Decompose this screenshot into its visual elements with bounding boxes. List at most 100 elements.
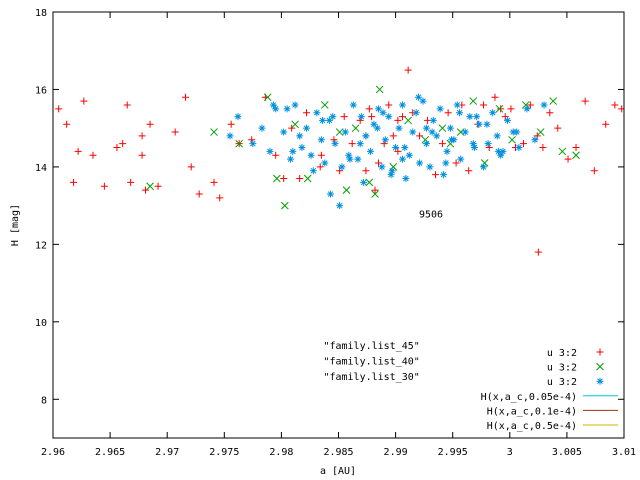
data-point xyxy=(263,93,272,102)
data-point xyxy=(438,124,447,133)
data-point xyxy=(374,159,382,167)
data-point xyxy=(321,159,329,167)
x-tick-label: 3.01 xyxy=(612,447,636,458)
data-point xyxy=(489,109,497,117)
data-point xyxy=(504,116,512,124)
data-point xyxy=(100,182,108,190)
data-point xyxy=(523,105,531,113)
data-point xyxy=(429,116,437,124)
data-point xyxy=(480,101,488,109)
data-point xyxy=(187,163,195,171)
data-point xyxy=(404,66,412,74)
data-point xyxy=(398,155,406,163)
data-point xyxy=(456,109,464,117)
data-point xyxy=(113,144,121,152)
data-point xyxy=(546,109,554,117)
data-point xyxy=(354,155,362,163)
data-point xyxy=(480,163,488,171)
data-point xyxy=(357,113,365,121)
data-point xyxy=(395,124,403,132)
data-point xyxy=(499,147,507,155)
data-point xyxy=(394,147,402,155)
data-point xyxy=(340,113,348,121)
data-point xyxy=(457,155,465,163)
data-point xyxy=(316,163,324,171)
data-point xyxy=(210,128,218,136)
y-axis-label: H [mag] xyxy=(10,204,21,246)
data-point xyxy=(426,163,434,171)
data-point xyxy=(442,159,450,167)
data-point xyxy=(618,105,624,113)
data-point xyxy=(469,97,478,105)
data-point xyxy=(494,147,502,155)
data-point xyxy=(388,167,396,175)
annotation-2: "family.list_40" xyxy=(323,356,419,367)
data-point xyxy=(70,178,78,186)
data-point xyxy=(288,124,296,132)
y-tick-label: 10 xyxy=(35,318,47,329)
data-point xyxy=(227,120,235,128)
legend-label: u 3:2 xyxy=(547,348,577,359)
data-point xyxy=(484,140,492,148)
data-point xyxy=(362,167,370,175)
data-point xyxy=(572,144,580,152)
data-point xyxy=(258,124,266,132)
data-point xyxy=(234,113,242,121)
x-tick-label: 2.98 xyxy=(269,447,293,458)
data-point xyxy=(433,132,441,140)
data-point xyxy=(443,147,451,155)
data-point xyxy=(398,113,406,121)
y-tick-label: 16 xyxy=(35,85,47,96)
legend-label: u 3:2 xyxy=(547,377,577,388)
data-point xyxy=(195,190,203,198)
data-point xyxy=(381,136,389,144)
data-point xyxy=(414,93,422,101)
annotation-1: "family.list_45" xyxy=(323,341,419,352)
data-point xyxy=(558,147,567,156)
data-point xyxy=(216,194,224,202)
data-point xyxy=(483,120,491,128)
data-point xyxy=(379,109,387,117)
data-point xyxy=(495,104,504,113)
data-point xyxy=(470,144,478,152)
data-point xyxy=(416,159,424,167)
x-tick-label: 2.96 xyxy=(41,447,65,458)
data-point xyxy=(138,132,146,140)
data-point xyxy=(452,159,460,167)
data-point xyxy=(436,105,444,113)
data-point xyxy=(342,186,351,194)
data-point xyxy=(401,144,409,152)
data-point xyxy=(370,120,378,128)
data-point xyxy=(336,202,344,210)
data-point xyxy=(325,116,333,124)
x-tick-label: 2.995 xyxy=(438,447,468,458)
data-point xyxy=(346,155,354,163)
data-point xyxy=(345,151,353,159)
data-point xyxy=(526,101,534,109)
data-point xyxy=(581,97,589,105)
data-point xyxy=(501,113,509,121)
data-point xyxy=(385,113,393,121)
data-point xyxy=(289,147,297,155)
x-axis-label: a [AU] xyxy=(320,466,356,477)
data-point xyxy=(303,174,312,183)
data-point xyxy=(549,97,558,105)
data-point xyxy=(491,93,499,101)
data-point xyxy=(327,190,335,198)
data-point xyxy=(291,120,299,129)
data-point xyxy=(590,167,598,175)
data-point xyxy=(554,124,562,132)
y-tick-label: 8 xyxy=(41,395,47,406)
data-point xyxy=(389,132,397,140)
axis-ticks: 2.96 2.965 2.97 2.975 2.98 2.985 2.99 2.995 3 3.0… xyxy=(35,8,636,458)
data-point xyxy=(309,167,317,175)
x-tick-label: 3 xyxy=(507,447,513,458)
annotations: 9506 "family.list_45" "family.list_40" "fam… xyxy=(323,209,443,383)
data-point xyxy=(533,132,541,140)
data-point xyxy=(602,120,610,128)
data-point xyxy=(249,140,257,148)
data-point xyxy=(404,116,413,125)
data-point xyxy=(210,178,218,186)
data-point xyxy=(366,147,374,155)
x-tick-label: 3.005 xyxy=(552,447,582,458)
